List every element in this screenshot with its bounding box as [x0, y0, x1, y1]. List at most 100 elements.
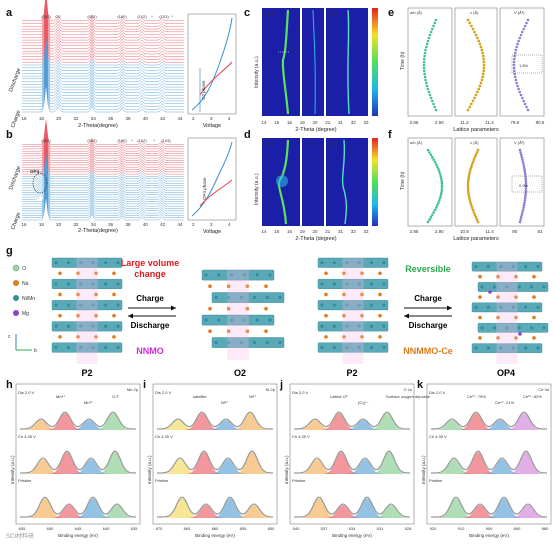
ni-mn-atom	[265, 295, 269, 300]
tick-label: 79.5	[510, 120, 519, 125]
data-marker	[438, 172, 442, 176]
data-marker	[522, 165, 526, 169]
data-marker	[513, 72, 516, 76]
data-marker	[434, 206, 438, 209]
tick-label: 865	[184, 526, 191, 531]
data-marker	[471, 208, 475, 212]
tick-label: 14	[261, 229, 267, 234]
tick-label: 870	[156, 526, 163, 531]
na-atom	[208, 306, 212, 311]
data-marker	[524, 177, 528, 181]
envelope-curve	[431, 496, 548, 518]
ni-mn-atom	[382, 345, 386, 350]
ni-mn-atom	[227, 295, 231, 300]
diffraction-pattern	[22, 39, 184, 69]
spectrum-title: Ni 2p	[266, 387, 276, 392]
envelope-curve	[157, 411, 273, 430]
peak-label: (002)	[41, 138, 51, 143]
tick-label: 32	[73, 222, 79, 227]
tick-label: 40	[143, 116, 149, 121]
ni-mn-atom	[252, 295, 256, 300]
fitted-component	[484, 459, 520, 474]
ni-mn-atom	[357, 303, 361, 307]
ni-mn-atom	[242, 273, 246, 277]
column-head: (002)	[264, 11, 274, 16]
data-marker	[469, 168, 472, 171]
data-marker	[471, 27, 475, 31]
tick-label: 2.85	[410, 120, 419, 125]
ni-mn-atom	[357, 345, 361, 350]
transition-metal-layer	[477, 323, 549, 333]
tick-label: 36	[108, 116, 114, 121]
peak-annotation: Mn⁴⁺	[56, 394, 65, 399]
data-marker	[437, 201, 440, 205]
diffraction-pattern	[22, 170, 184, 196]
tick-label: 540	[293, 526, 300, 531]
subplot-frame	[499, 137, 545, 227]
ni-mn-atom	[505, 326, 509, 330]
xps-panel-h: h Mn 2p Intensity (a.u.) Dis 2.0 V Ch 4.35 V…	[6, 379, 141, 538]
tick-label: 14	[261, 120, 267, 125]
arrow-head	[171, 305, 176, 311]
fitted-component	[347, 459, 383, 474]
data-marker	[523, 201, 526, 205]
data-marker	[520, 155, 524, 159]
data-marker	[434, 108, 438, 112]
data-marker	[467, 192, 470, 195]
data-marker	[422, 69, 426, 73]
data-marker	[440, 189, 443, 193]
data-marker	[524, 182, 528, 185]
data-marker	[481, 51, 484, 55]
change-annotation: 0.9%	[519, 183, 529, 188]
ni-mn-atom	[54, 261, 58, 265]
subplot-frame	[407, 137, 453, 227]
na-atom	[58, 313, 62, 318]
data-marker	[466, 184, 470, 188]
tick-label: 20	[312, 229, 318, 234]
transition-metal-layer	[201, 314, 275, 326]
heatmap-segment	[326, 8, 368, 116]
tick-label: 640	[103, 526, 110, 531]
peak-label: (103)	[161, 138, 171, 143]
side-x-label: Voltage	[203, 229, 221, 235]
diffraction-pattern	[22, 28, 184, 57]
data-marker	[513, 57, 516, 61]
diffraction-pattern	[22, 70, 184, 99]
column-head: c (Å)	[470, 10, 479, 15]
shift-annotation: 0.5°	[289, 47, 297, 52]
data-marker	[423, 54, 426, 58]
fitted-component	[297, 420, 333, 430]
tick-label: 10.8	[460, 229, 469, 234]
na-atom	[478, 315, 482, 320]
fitted-component	[373, 505, 409, 518]
tick-label: 537	[321, 526, 328, 531]
ni-mn-atom	[370, 345, 374, 350]
transition-metal-layer	[317, 257, 389, 268]
data-marker	[525, 21, 528, 25]
data-marker	[522, 163, 525, 166]
peak-label: (004)	[87, 14, 97, 19]
data-marker	[468, 172, 471, 176]
fitted-component	[71, 420, 107, 430]
na-atom	[532, 315, 536, 320]
ni-mn-atom	[332, 324, 336, 328]
diffraction-pattern	[22, 61, 184, 91]
data-marker	[468, 21, 471, 25]
transition-metal-layer	[51, 321, 123, 332]
ni-mn-atom	[204, 318, 208, 322]
transition-metal-layer	[317, 300, 389, 311]
side-tick: 2	[192, 222, 195, 227]
data-marker	[466, 108, 470, 112]
plot-frame	[152, 383, 278, 525]
tick-label: 16	[287, 120, 293, 125]
axis-c: c	[8, 334, 11, 340]
column-head: V (Å³)	[514, 140, 525, 145]
fitted-component	[460, 452, 496, 474]
transition-metal-layer	[51, 257, 123, 268]
ni-mn-atom	[240, 295, 244, 300]
diffraction-pattern	[22, 147, 184, 173]
data-marker	[424, 81, 428, 85]
ni-mn-atom	[536, 346, 540, 350]
watermark: SCI材料研	[6, 532, 34, 540]
